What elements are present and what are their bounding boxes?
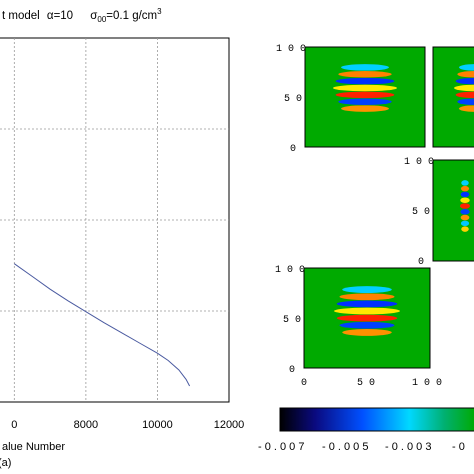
colorbar: - 0 . 0 0 7 - 0 . 0 0 5 - 0 . 0 0 3 - 0 xyxy=(258,407,474,453)
colorbar-tick-1: - 0 . 0 0 7 xyxy=(258,441,304,453)
heatmap-band xyxy=(338,98,392,105)
y-tick-100: 1 0 0 xyxy=(276,44,306,55)
heatmap-top-left: 1 0 0 5 0 0 xyxy=(276,44,426,155)
y-tick-50: 5 0 xyxy=(283,315,301,326)
x-tick-label: 10000 xyxy=(142,419,173,431)
heatmap-band xyxy=(339,293,395,301)
y-tick-0: 0 xyxy=(289,365,295,376)
heatmap-band xyxy=(455,91,474,99)
heatmap-band xyxy=(340,64,390,71)
heatmap-band xyxy=(334,307,400,315)
y-tick-0: 0 xyxy=(418,257,424,268)
heatmap-band xyxy=(461,226,469,232)
heatmap-middle-right: 1 0 0 5 0 0 xyxy=(404,157,474,268)
heatmap-band xyxy=(339,321,395,329)
heatmap-band xyxy=(460,209,470,215)
heatmap-band xyxy=(454,84,474,92)
heatmap-band xyxy=(340,105,390,112)
title-sigma-sub: 00 xyxy=(97,15,106,24)
heatmap-band xyxy=(336,300,398,308)
heatmap-band xyxy=(459,64,474,71)
heatmap-band xyxy=(460,203,470,209)
heatmap-band xyxy=(460,191,470,198)
grid-lines xyxy=(0,38,229,402)
heatmap-band xyxy=(460,197,470,203)
heatmap-top-right xyxy=(432,46,474,148)
x-tick-0: 0 xyxy=(301,378,307,389)
colorbar-tick-2: - 0 . 0 0 5 xyxy=(322,441,368,453)
plot-frame xyxy=(0,37,230,403)
y-tick-0: 0 xyxy=(290,144,296,155)
colorbar-tick-4: - 0 xyxy=(452,441,465,453)
line-chart: t model α=10 σ00=0.1 g/cm3 0 8000 10000 120… xyxy=(0,7,244,469)
x-axis-label: alue Number xyxy=(2,441,65,453)
y-tick-100: 1 0 0 xyxy=(404,157,434,168)
heatmap-band xyxy=(460,185,470,192)
title-sigma: σ xyxy=(90,10,97,22)
title-alpha: α=10 xyxy=(47,10,73,22)
colorbar-tick-3: - 0 . 0 0 3 xyxy=(385,441,431,453)
x-tick-label: 0 xyxy=(11,419,17,431)
heatmap-band xyxy=(333,84,397,92)
heatmap-band xyxy=(342,286,392,293)
heatmap-band xyxy=(459,105,474,112)
heatmap-bands xyxy=(333,64,397,112)
heatmap-band xyxy=(457,98,474,105)
colorbar-gradient xyxy=(279,407,474,432)
x-tick-50: 5 0 xyxy=(357,378,375,389)
y-tick-50: 5 0 xyxy=(412,207,430,218)
x-tick-labels: 0 8000 10000 12000 xyxy=(11,419,244,431)
heatmap-bands xyxy=(460,180,470,232)
y-tick-100: 1 0 0 xyxy=(275,265,305,276)
heatmap-bands xyxy=(454,64,474,112)
heatmap-band xyxy=(338,71,392,78)
heatmap-bands xyxy=(334,286,400,336)
heatmap-band xyxy=(455,77,474,85)
heatmap-bottom-left: 1 0 0 5 0 0 0 5 0 1 0 0 xyxy=(275,265,442,389)
panel-label: (a) xyxy=(0,457,11,469)
y-tick-50: 5 0 xyxy=(284,94,302,105)
x-tick-label: 12000 xyxy=(214,419,245,431)
heatmap-band xyxy=(342,329,392,336)
heatmap-band xyxy=(461,180,469,186)
x-tick-100: 1 0 0 xyxy=(412,378,442,389)
x-tick-label: 8000 xyxy=(74,419,98,431)
heatmap-band xyxy=(335,77,395,85)
heatmap-band xyxy=(460,214,470,221)
chart-title: t model α=10 σ00=0.1 g/cm3 xyxy=(2,7,162,24)
title-text: t model xyxy=(2,10,40,22)
heatmap-band xyxy=(457,71,474,78)
title-sigma-sup: 3 xyxy=(157,7,162,16)
heatmap-band xyxy=(336,314,398,322)
title-sigma-value: =0.1 g/cm xyxy=(106,10,157,22)
series-line xyxy=(14,263,191,387)
heatmap-band xyxy=(460,220,470,227)
heatmap-band xyxy=(335,91,395,99)
